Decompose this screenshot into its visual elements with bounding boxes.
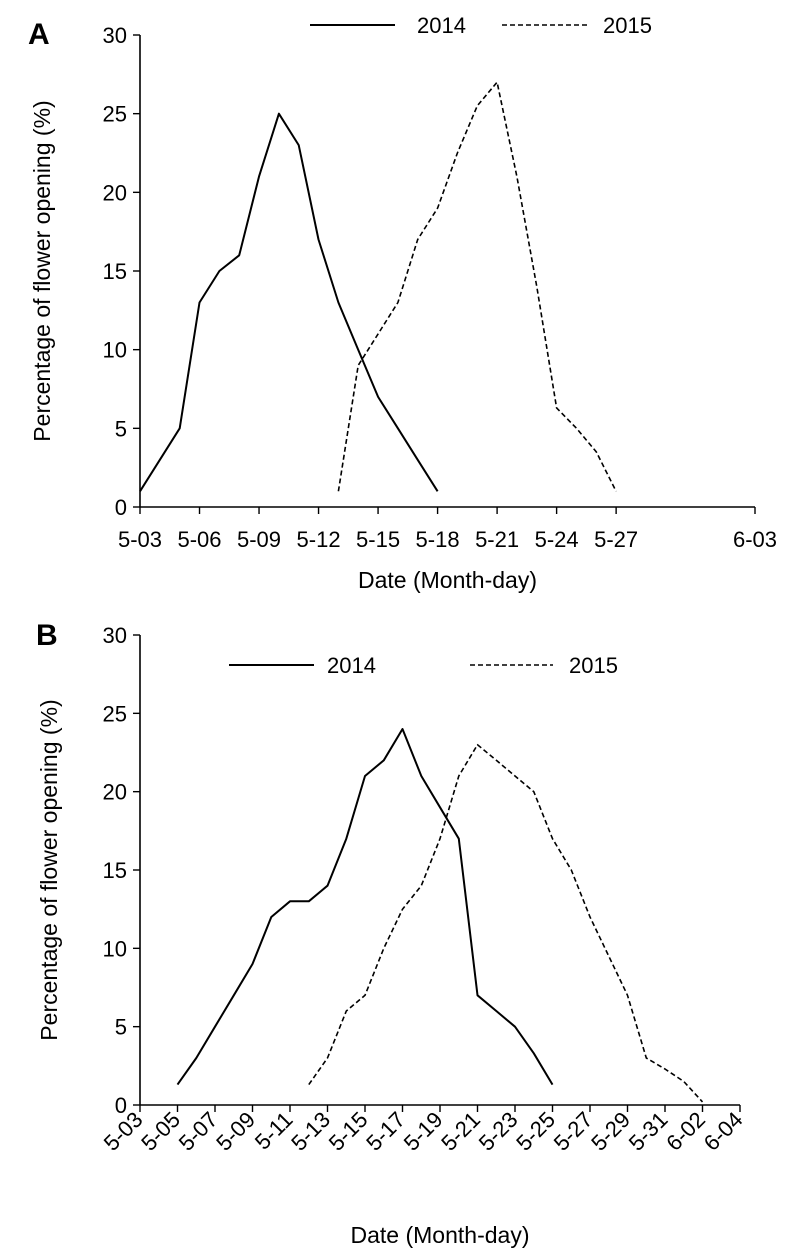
x-tick-label: 5-07 xyxy=(174,1107,223,1156)
x-tick-label: 5-05 xyxy=(136,1107,185,1156)
x-tick-label: 5-27 xyxy=(594,527,638,552)
x-tick-label: 5-24 xyxy=(535,527,579,552)
y-tick-label: 10 xyxy=(103,936,127,961)
x-tick-label: 5-09 xyxy=(211,1107,260,1156)
x-tick-label: 5-03 xyxy=(118,527,162,552)
y-tick-label: 10 xyxy=(103,338,127,363)
legend-label-2014: 2014 xyxy=(327,653,376,678)
x-tick-label: 5-15 xyxy=(324,1107,373,1156)
y-tick-label: 20 xyxy=(103,780,127,805)
x-axis-title: Date (Month-day) xyxy=(351,1222,530,1248)
y-tick-label: 15 xyxy=(103,858,127,883)
y-tick-label: 5 xyxy=(115,416,127,441)
x-tick-label: 5-06 xyxy=(177,527,221,552)
x-tick-label: 5-12 xyxy=(297,527,341,552)
y-tick-label: 25 xyxy=(103,701,127,726)
x-tick-label: 5-25 xyxy=(511,1107,560,1156)
x-tick-label: 5-18 xyxy=(416,527,460,552)
y-axis-title: Percentage of flower opening (%) xyxy=(29,100,55,441)
series-line-2015 xyxy=(308,743,704,1103)
y-tick-label: 20 xyxy=(103,180,127,205)
panel-letter: B xyxy=(36,619,58,652)
x-tick-label: 5-27 xyxy=(549,1107,598,1156)
x-tick-label: 5-29 xyxy=(586,1107,635,1156)
x-tick-label: 5-15 xyxy=(356,527,400,552)
x-tick-label: 5-21 xyxy=(436,1107,485,1156)
x-tick-label: 6-04 xyxy=(699,1107,748,1156)
legend-label-2015: 2015 xyxy=(603,13,652,38)
x-axis-title: Date (Month-day) xyxy=(358,567,537,593)
y-tick-label: 15 xyxy=(103,259,127,284)
x-tick-label: 6-02 xyxy=(661,1107,710,1156)
x-tick-label: 5-11 xyxy=(250,1107,298,1155)
y-axis-title: Percentage of flower opening (%) xyxy=(36,699,62,1040)
x-tick-label: 5-13 xyxy=(286,1107,335,1156)
chart-panel-A: A 0 5 10 15 20 25 30 5-03 5-06 5-09 5-12 5-15 5-18 5-2… xyxy=(28,13,777,593)
y-tick-label: 5 xyxy=(115,1015,127,1040)
panel-letter: A xyxy=(28,18,50,51)
x-tick-label: 5-17 xyxy=(361,1107,410,1156)
x-tick-label: 5-19 xyxy=(399,1107,448,1156)
y-tick-label: 25 xyxy=(103,102,127,127)
x-tick-label: 6-03 xyxy=(733,527,777,552)
x-tick-label: 5-09 xyxy=(237,527,281,552)
x-tick-label: 5-23 xyxy=(474,1107,523,1156)
chart-panel-B: B0510152025305-035-055-075-095-115-135-1… xyxy=(36,619,748,1248)
series-line-2014 xyxy=(176,728,554,1086)
y-tick-label: 0 xyxy=(115,1093,127,1118)
y-tick-label: 30 xyxy=(103,23,127,48)
legend-label-2015: 2015 xyxy=(569,653,618,678)
x-tick-label: 5-03 xyxy=(99,1107,148,1156)
x-tick-label: 5-21 xyxy=(475,527,519,552)
legend-label-2014: 2014 xyxy=(417,13,466,38)
series-line-2015 xyxy=(337,81,617,492)
y-tick-label: 30 xyxy=(103,623,127,648)
series-line-2014 xyxy=(139,112,439,492)
x-tick-label: 5-31 xyxy=(624,1107,673,1156)
y-tick-label: 0 xyxy=(115,495,127,520)
